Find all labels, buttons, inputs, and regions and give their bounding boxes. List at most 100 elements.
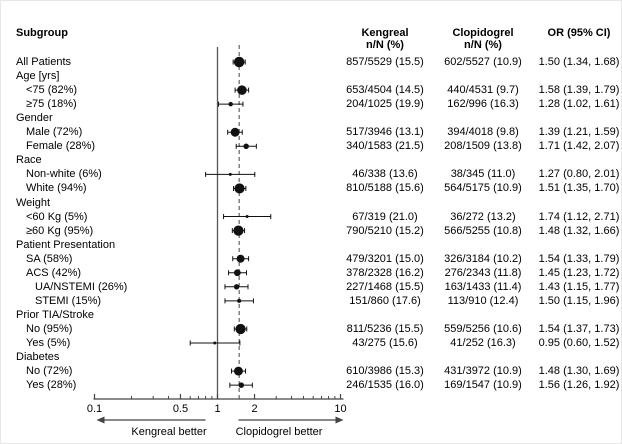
- or-ci-value: 1.45 (1.23, 1.72): [538, 266, 620, 279]
- kengreal-value: 517/3946 (13.1): [346, 126, 424, 139]
- kengreal-value: 204/1025 (19.9): [346, 98, 424, 111]
- forest-row-graphic: [233, 183, 247, 194]
- kengreal-value: 43/275 (15.6): [352, 337, 418, 349]
- subgroup-label: Patient Presentation: [16, 238, 116, 251]
- subgroup-label: UA/NSTEMI (26%): [35, 280, 128, 293]
- clopidogrel-value: 113/910 (12.4): [447, 294, 519, 307]
- kengreal-value: 810/5188 (15.6): [346, 182, 424, 195]
- kengreal-better-arrow: [96, 416, 206, 424]
- column-header-kengreal-title: Kengreal: [361, 27, 409, 39]
- point-estimate-marker: [233, 225, 244, 236]
- kengreal-value: 378/2328 (16.2): [346, 266, 424, 279]
- forest-row-graphic: [218, 101, 244, 107]
- left-arrow-label: Kengreal better: [131, 426, 207, 438]
- point-estimate-marker: [230, 127, 240, 137]
- point-estimate-marker: [237, 298, 242, 303]
- subgroup-label: ≥75 (18%): [26, 98, 77, 111]
- forest-row-graphic: [231, 366, 247, 376]
- clopidogrel-value: 41/252 (16.3): [450, 337, 516, 349]
- subgroup-label: All Patients: [16, 56, 72, 68]
- axis-tick-label: 1: [214, 403, 220, 415]
- clopidogrel-value: 602/5527 (10.9): [444, 56, 522, 68]
- kengreal-value: 857/5529 (15.5): [346, 56, 424, 68]
- subgroup-label: Male (72%): [26, 126, 83, 139]
- clopidogrel-value: 559/5256 (10.6): [444, 322, 522, 335]
- clopidogrel-value: 564/5175 (10.9): [444, 182, 522, 195]
- or-ci-value: 1.48 (1.30, 1.69): [538, 365, 620, 378]
- clopidogrel-value: 326/3184 (10.2): [444, 252, 522, 265]
- point-estimate-marker: [237, 85, 247, 95]
- point-estimate-marker: [233, 56, 245, 68]
- clopidogrel-value: 208/1509 (13.8): [444, 140, 522, 153]
- subgroup-label: No (95%): [26, 322, 73, 335]
- subgroup-label: <75 (82%): [26, 84, 78, 97]
- subgroup-label: Gender: [16, 112, 53, 125]
- forest-row-graphic: [232, 56, 246, 68]
- forest-row-graphic: [229, 382, 253, 388]
- point-estimate-marker: [243, 143, 249, 150]
- subgroup-label: Non-white (6%): [26, 168, 102, 181]
- forest-row-graphic: [205, 171, 256, 177]
- or-ci-value: 1.28 (1.02, 1.61): [538, 98, 620, 111]
- clopidogrel-value: 162/996 (16.3): [447, 98, 519, 111]
- or-ci-value: 1.39 (1.21, 1.59): [538, 126, 620, 139]
- clopidogrel-value: 394/4018 (9.8): [447, 126, 519, 139]
- point-estimate-marker: [235, 323, 246, 335]
- column-header-or: OR (95% CI): [547, 27, 611, 39]
- forest-row-graphic: [234, 85, 250, 95]
- point-estimate-marker: [236, 254, 245, 263]
- kengreal-value: 340/1583 (21.5): [346, 140, 424, 153]
- subgroup-label: STEMI (15%): [35, 294, 102, 307]
- clopidogrel-value: 276/2343 (11.8): [444, 266, 522, 279]
- forest-row-graphic: [232, 254, 250, 263]
- column-header-subgroup: Subgroup: [16, 27, 68, 39]
- right-arrow-label: Clopidogrel better: [235, 426, 323, 438]
- axis-tick-label: 0.5: [173, 403, 188, 415]
- point-estimate-marker: [238, 382, 245, 388]
- subgroup-label: <60 Kg (5%): [26, 210, 88, 223]
- clopidogrel-better-arrow: [238, 416, 344, 424]
- subgroup-label: Female (28%): [26, 140, 96, 153]
- column-header-clopidogrel-units: n/N (%): [464, 39, 502, 51]
- subgroup-label: White (94%): [26, 182, 87, 195]
- forest-row-graphic: [223, 214, 272, 220]
- or-ci-value: 1.50 (1.15, 1.96): [538, 294, 620, 307]
- or-ci-value: 1.51 (1.35, 1.70): [538, 182, 620, 195]
- axis-tick-label: 0.1: [87, 403, 102, 415]
- forest-row-graphic: [231, 225, 246, 236]
- point-estimate-marker: [234, 183, 245, 194]
- kengreal-value: 790/5210 (15.2): [346, 224, 424, 237]
- clopidogrel-value: 169/1547 (10.9): [444, 379, 522, 392]
- kengreal-value: 811/5236 (15.5): [346, 322, 424, 335]
- subgroup-label: Yes (5%): [26, 337, 71, 349]
- forest-row-graphic: [228, 269, 247, 277]
- or-ci-value: 1.54 (1.33, 1.79): [538, 252, 620, 265]
- kengreal-value: 227/1468 (15.5): [346, 280, 424, 293]
- clopidogrel-value: 36/272 (13.2): [450, 210, 516, 223]
- column-header-kengreal: Kengreal n/N (%): [361, 27, 408, 51]
- subgroup-label: Yes (28%): [26, 379, 77, 392]
- or-ci-value: 1.58 (1.39, 1.79): [538, 84, 620, 97]
- column-header-kengreal-units: n/N (%): [366, 39, 404, 51]
- forest-row-graphic: [189, 340, 241, 346]
- clopidogrel-value: 440/4531 (9.7): [447, 84, 519, 97]
- kengreal-value: 151/860 (17.6): [349, 294, 421, 307]
- kengreal-value: 610/3986 (15.3): [346, 365, 424, 378]
- column-header-clopidogrel: Clopidogrel n/N (%): [452, 27, 513, 51]
- subgroup-label: Diabetes: [16, 351, 60, 364]
- point-estimate-marker: [233, 269, 241, 277]
- subgroup-label: ACS (42%): [26, 266, 82, 279]
- axis-tick-label: 2: [251, 403, 257, 415]
- point-estimate-marker: [228, 172, 232, 176]
- or-ci-value: 1.50 (1.34, 1.68): [538, 56, 620, 68]
- subgroup-label: ≥60 Kg (95%): [26, 224, 94, 237]
- point-estimate-marker: [233, 284, 240, 290]
- forest-row-graphic: [224, 284, 249, 290]
- clopidogrel-value: 38/345 (11.0): [450, 168, 516, 181]
- point-estimate-marker: [213, 341, 217, 345]
- column-header-clopidogrel-title: Clopidogrel: [452, 27, 514, 39]
- subgroup-label: Age [yrs]: [16, 70, 60, 82]
- or-ci-value: 1.71 (1.42, 2.07): [538, 140, 620, 153]
